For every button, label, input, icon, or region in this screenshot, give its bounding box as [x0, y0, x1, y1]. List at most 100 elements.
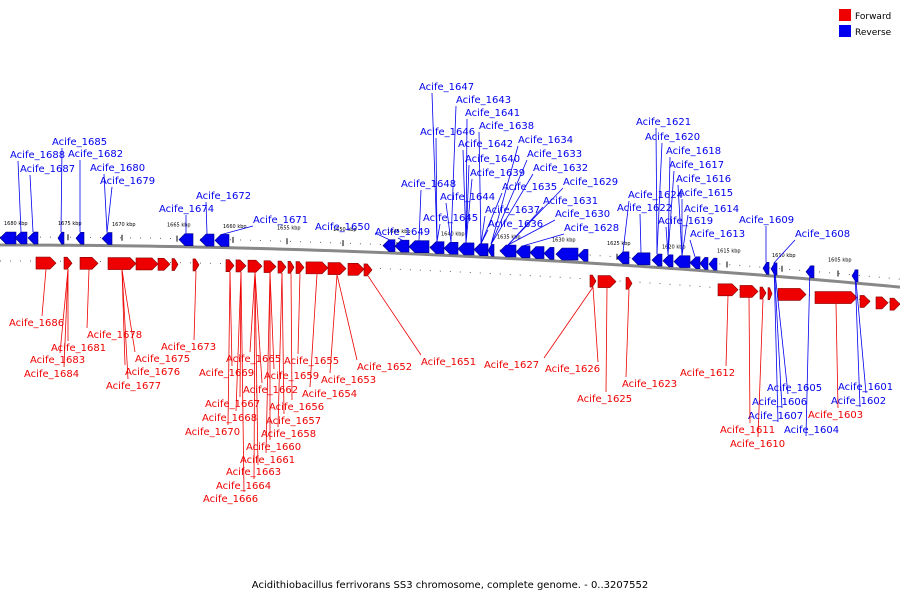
reverse-gene-label: Acife_1649: [375, 227, 430, 238]
reverse-gene-label: Acife_1674: [159, 204, 214, 215]
gene-leader-line: [221, 225, 254, 235]
gene-leader-line: [265, 272, 271, 454]
gene-leader-line: [465, 118, 468, 243]
gene-leader-line: [269, 272, 275, 370]
reverse-gene-label: Acife_1642: [458, 139, 513, 150]
reverse-gene-arrow: [408, 240, 430, 253]
gene-leader-line: [480, 215, 486, 244]
gene-leader-line: [773, 239, 796, 264]
reverse-gene-arrow: [429, 241, 445, 254]
forward-gene-label: Acife_1676: [125, 367, 180, 378]
forward-gene-label: Acife_1684: [24, 369, 79, 380]
gene-leader-line: [367, 275, 422, 356]
forward-gene-label: Acife_1611: [720, 425, 775, 436]
gene-leader-line: [249, 272, 256, 353]
reverse-gene-label: Acife_1641: [465, 108, 520, 119]
reverse-gene-arrow: [101, 232, 113, 245]
reverse-gene-arrow: [0, 231, 17, 245]
forward-gene-label: Acife_1662: [243, 385, 298, 396]
gene-leader-line: [543, 286, 594, 359]
reverse-gene-label: Acife_1645: [423, 213, 478, 224]
forward-gene-arrow: [327, 262, 347, 275]
gene-leader-line: [639, 213, 642, 253]
gene-leader-line: [757, 299, 764, 438]
gene-leader-line: [667, 156, 671, 255]
forward-gene-label: Acife_1669: [199, 368, 254, 379]
reverse-gene-label: Acife_1639: [470, 168, 525, 179]
gene-leader-line: [445, 202, 452, 243]
forward-gene-arrow: [347, 262, 365, 276]
reverse-gene-label: Acife_1680: [90, 163, 145, 174]
gene-leader-line: [60, 147, 63, 233]
gene-leader-line: [592, 287, 599, 363]
forward-gene-arrow: [889, 297, 900, 311]
reverse-gene-label: Acife_1688: [10, 150, 65, 161]
reverse-gene-arrow: [443, 241, 459, 255]
forward-gene-arrow: [79, 257, 99, 270]
reverse-gene-arrow: [457, 242, 475, 256]
gene-leader-line: [329, 274, 338, 374]
forward-gene-label: Acife_1652: [357, 362, 412, 373]
reverse-gene-label: Acife_1608: [795, 229, 850, 240]
gene-leader-line: [507, 219, 556, 246]
forward-gene-label: Acife_1668: [202, 413, 257, 424]
reverse-gene-arrow: [75, 232, 85, 245]
reverse-gene-label: Acife_1682: [68, 149, 123, 160]
reverse-gene-arrow: [673, 255, 691, 268]
gene-leader-line: [478, 131, 482, 244]
reverse-gene-label: Acife_1614: [684, 204, 739, 215]
reverse-gene-label: Acife_1620: [645, 132, 700, 143]
gene-leader-line: [336, 274, 358, 361]
gene-leader-line: [254, 272, 259, 466]
legend-reverse-label: Reverse: [855, 28, 892, 38]
reverse-gene-label: Acife_1616: [676, 174, 731, 185]
gene-leader-line: [490, 159, 528, 245]
reverse-gene-label: Acife_1685: [52, 137, 107, 148]
reverse-gene-arrow: [631, 252, 651, 266]
scale-tick-label: 1635 kbp: [497, 234, 521, 240]
gene-leader-line: [748, 297, 751, 424]
forward-gene-label: Acife_1667: [205, 399, 260, 410]
gene-leader-line: [522, 233, 565, 247]
forward-gene-arrow: [589, 274, 597, 288]
forward-gene-label: Acife_1651: [421, 357, 476, 368]
forward-gene-arrow: [171, 258, 179, 271]
reverse-gene-label: Acife_1601: [838, 382, 893, 393]
scale-tick-label: 1670 kbp: [112, 222, 136, 228]
forward-gene-label: Acife_1683: [30, 355, 85, 366]
reverse-gene-arrow: [214, 234, 230, 247]
reverse-gene-label: Acife_1640: [465, 154, 520, 165]
forward-gene-label: Acife_1653: [321, 375, 376, 386]
gene-leader-line: [281, 273, 285, 415]
forward-gene-label: Acife_1664: [216, 481, 271, 492]
forward-gene-label: Acife_1677: [106, 381, 161, 392]
gene-leader-line: [290, 273, 293, 401]
gene-leader-line: [677, 184, 683, 256]
forward-gene-arrow: [35, 256, 57, 270]
reverse-gene-label: Acife_1606: [752, 397, 807, 408]
scale-tick-label: 1655 kbp: [277, 225, 301, 231]
reverse-gene-label: Acife_1621: [636, 117, 691, 128]
gene-leader-line: [835, 303, 839, 409]
reverse-gene-label: Acife_1633: [527, 149, 582, 160]
gene-leader-line: [625, 289, 630, 378]
gene-leader-line: [106, 186, 113, 233]
gene-leader-line: [667, 170, 675, 255]
forward-gene-label: Acife_1663: [226, 467, 281, 478]
legend-forward-swatch: [839, 9, 851, 21]
forward-gene-arrow: [295, 261, 305, 274]
reverse-gene-arrow: [555, 247, 579, 261]
forward-gene-arrow: [192, 258, 200, 272]
reverse-gene-label: Acife_1671: [253, 215, 308, 226]
gene-leader-line: [253, 272, 256, 480]
gene-leader-line: [17, 160, 22, 233]
reverse-gene-label: Acife_1629: [563, 177, 618, 188]
forward-gene-label: Acife_1656: [269, 402, 324, 413]
reverse-gene-label: Acife_1613: [690, 229, 745, 240]
forward-gene-label: Acife_1658: [261, 429, 316, 440]
reverse-gene-arrow: [543, 247, 555, 260]
reverse-gene-arrow: [14, 231, 28, 245]
forward-gene-label: Acife_1603: [808, 410, 863, 421]
gene-leader-line: [854, 269, 861, 408]
